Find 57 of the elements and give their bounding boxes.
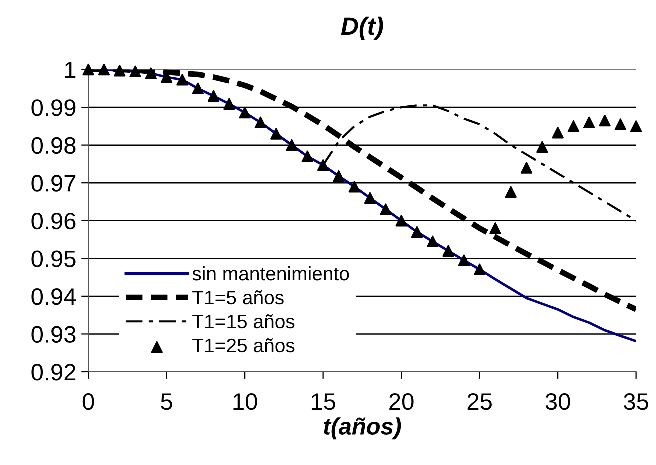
point xyxy=(208,90,220,102)
point xyxy=(552,127,564,139)
point xyxy=(130,66,142,78)
legend-label: T1=25 años xyxy=(192,338,295,353)
point xyxy=(584,116,596,128)
point xyxy=(474,264,486,276)
legend-label: T1=15 años xyxy=(192,314,295,329)
x-tick-label: 35 xyxy=(624,393,648,410)
point xyxy=(536,141,548,154)
y-tick-label: 0.93 xyxy=(32,326,76,344)
chart-title: D(t) xyxy=(341,16,384,40)
point xyxy=(333,170,345,182)
point xyxy=(599,114,611,127)
point xyxy=(520,162,533,174)
point xyxy=(348,181,360,193)
point xyxy=(614,118,627,130)
point xyxy=(254,116,267,128)
y-tick-label: 0.99 xyxy=(32,100,76,116)
point xyxy=(270,128,282,140)
legend-label: T1=5 años xyxy=(192,290,284,305)
point xyxy=(302,150,314,162)
point xyxy=(568,120,580,132)
point xyxy=(380,204,392,216)
y-tick-label: 0.95 xyxy=(32,250,76,268)
y-tick-label: 0.94 xyxy=(32,288,76,306)
point xyxy=(442,245,454,257)
x-tick-label: 20 xyxy=(390,393,414,410)
x-tick-label: 25 xyxy=(468,393,492,410)
point xyxy=(458,254,470,266)
y-tick-label: 0.97 xyxy=(32,175,76,192)
point xyxy=(505,186,517,198)
point xyxy=(192,82,204,94)
y-tick-label: 0.96 xyxy=(32,212,76,230)
point xyxy=(364,192,376,204)
point xyxy=(396,215,408,227)
x-tick-label: 30 xyxy=(546,393,570,410)
point xyxy=(98,64,110,76)
point xyxy=(224,98,236,110)
legend-label: sin mantenimiento xyxy=(192,266,350,281)
point xyxy=(239,106,251,119)
point xyxy=(176,74,188,86)
x-axis-title: t(años) xyxy=(324,418,402,440)
point xyxy=(490,222,502,234)
point xyxy=(411,226,424,238)
point xyxy=(427,236,439,248)
y-tick-label: 1 xyxy=(65,62,76,78)
x-tick-label: 5 xyxy=(161,394,172,410)
point xyxy=(114,65,126,77)
point xyxy=(145,68,158,80)
point xyxy=(286,139,298,152)
x-tick-label: 0 xyxy=(82,393,94,410)
point xyxy=(630,120,642,132)
x-tick-label: 10 xyxy=(234,393,258,410)
y-tick-label: 0.92 xyxy=(32,364,76,381)
point xyxy=(317,159,330,172)
y-tick-label: 0.98 xyxy=(32,137,76,154)
x-tick-label: 15 xyxy=(312,394,336,410)
